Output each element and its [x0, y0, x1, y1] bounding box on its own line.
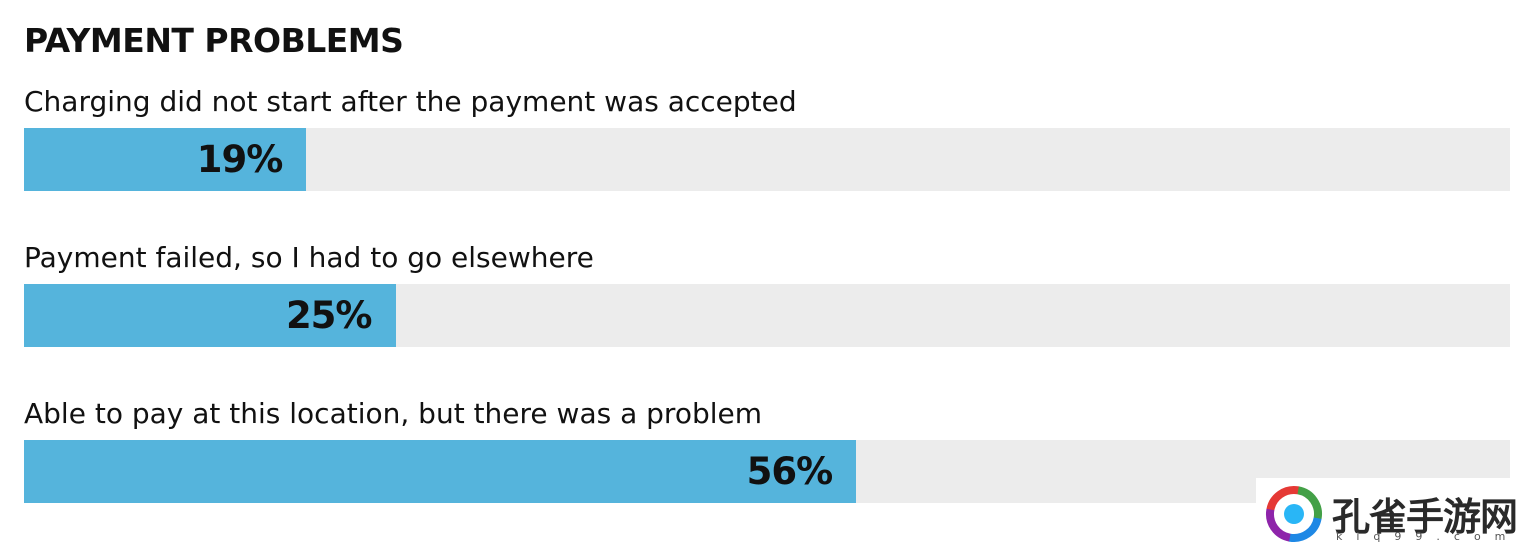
- bar-category-label: Able to pay at this location, but there …: [24, 397, 763, 430]
- watermark-text: 孔雀手游网: [1332, 494, 1518, 539]
- chart-title: PAYMENT PROBLEMS: [24, 21, 404, 60]
- bar-value-label: 19%: [196, 138, 284, 181]
- bar: 25%: [24, 284, 396, 347]
- bar-row: Able to pay at this location, but there …: [24, 396, 1510, 503]
- bar-track: 19%: [24, 128, 1510, 191]
- watermark: 孔雀手游网 kiq99.com: [1256, 478, 1536, 548]
- bar-row: Payment failed, so I had to go elsewhere…: [24, 240, 1510, 347]
- bar: 19%: [24, 128, 307, 191]
- bar-track: 56%: [24, 440, 1510, 503]
- bar-row: Charging did not start after the payment…: [24, 84, 1510, 191]
- bar-value-label: 25%: [285, 294, 373, 337]
- bar-category-label: Charging did not start after the payment…: [24, 85, 797, 118]
- peacock-logo-icon: [1266, 486, 1322, 542]
- bar: 56%: [24, 440, 857, 503]
- bar-track: 25%: [24, 284, 1510, 347]
- bar-value-label: 56%: [746, 450, 834, 493]
- watermark-subtext: kiq99.com: [1336, 530, 1520, 543]
- bar-category-label: Payment failed, so I had to go elsewhere: [24, 241, 594, 274]
